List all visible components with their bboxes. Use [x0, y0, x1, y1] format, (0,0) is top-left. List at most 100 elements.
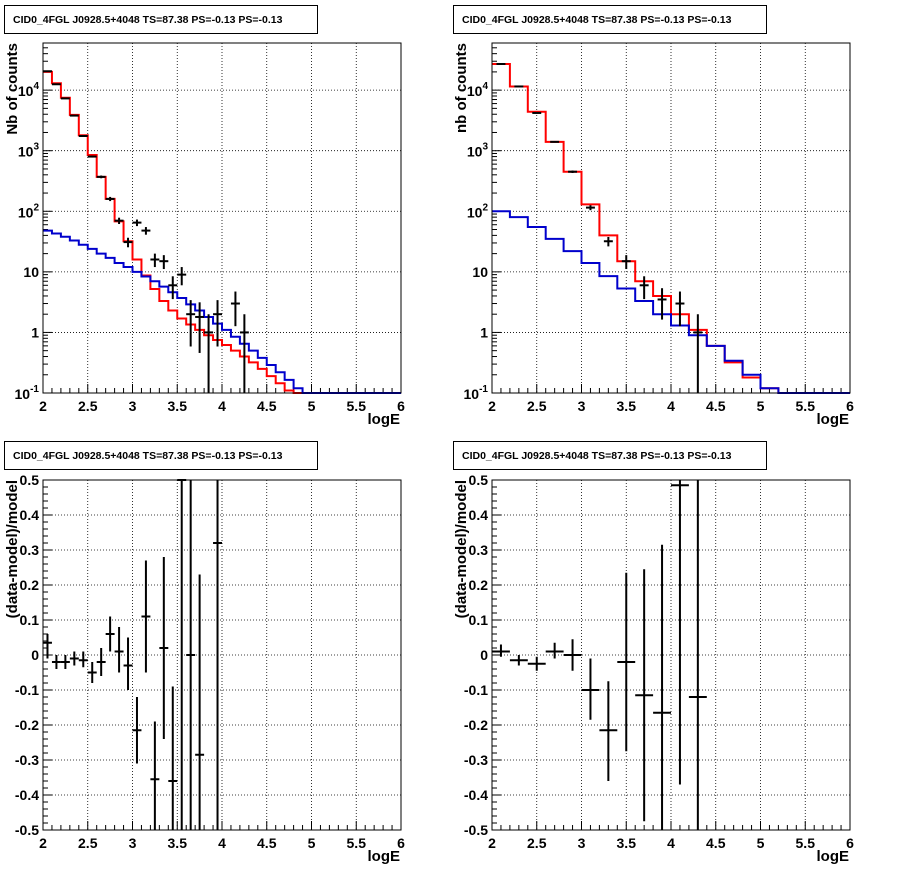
- data-point: [132, 697, 142, 764]
- y-tick-label-base: 10: [467, 204, 483, 220]
- data-point: [114, 627, 124, 673]
- data-point: [568, 170, 578, 173]
- data-point: [96, 175, 106, 179]
- plot-frame-bottom-right: [491, 479, 851, 831]
- x-tick-label: 2: [488, 398, 496, 414]
- data-point: [87, 662, 97, 683]
- x-tick-label: 5: [308, 398, 316, 414]
- data-point: [150, 253, 160, 268]
- x-tick-label: 2.5: [78, 835, 98, 851]
- y-axis-label-bottom-right: (data-model)/model: [453, 480, 470, 618]
- data-point: [186, 480, 196, 830]
- data-point: [69, 114, 79, 117]
- x-tick-label: 4.5: [706, 398, 726, 414]
- y-tick-label: 10-1: [15, 384, 40, 402]
- grid-bottom-right: [492, 480, 850, 830]
- data-point: [621, 255, 631, 270]
- y-tick-label: 10: [23, 264, 39, 280]
- x-tick-label: 4.5: [257, 398, 277, 414]
- grid-top-right: [492, 43, 850, 393]
- y-tick-label: -0.2: [15, 717, 39, 733]
- y-tick-label: 102: [18, 202, 40, 220]
- panel-top-left: 2 2.5 3 3.5 4 4.5 5 5.5 610-1110102103104logENb …: [4, 42, 405, 428]
- title-bottom-left-text: CID0_4FGL J0928.5+4048 TS=87.38 PS=-0.13…: [13, 449, 283, 462]
- y-axis-label-bottom-left: (data-model)/model: [4, 480, 21, 618]
- x-tick-label: 2: [488, 835, 496, 851]
- y-tick-label: -0.2: [464, 717, 488, 733]
- data-point: [159, 557, 169, 739]
- x-tick-label: 5: [757, 835, 765, 851]
- x-tick-label: 4.5: [257, 835, 277, 851]
- data-point: [639, 276, 649, 300]
- title-top-right-text: CID0_4FGL J0928.5+4048 TS=87.38 PS=-0.13…: [462, 13, 732, 26]
- x-axis-label-bottom-right: logE: [817, 848, 850, 865]
- y-tick-label: 10-1: [464, 384, 489, 402]
- data-point: [492, 644, 510, 657]
- panel-bottom-right: 2 2.5 3 3.5 4 4.5 5 5.5 6 -0.5 -0.4 -0.3 -0.2 -0.1 0 0.…: [453, 472, 854, 865]
- x-tick-label: 4: [667, 835, 675, 851]
- y-tick-label: 0.4: [469, 507, 489, 523]
- y-tick-label: 0.2: [469, 577, 489, 593]
- x-tick-label: 2: [39, 835, 47, 851]
- data-point: [671, 480, 689, 785]
- data-point: [635, 569, 654, 822]
- y-tick-label-exponent: 4: [482, 81, 488, 92]
- data-point: [550, 140, 560, 143]
- y-tick-label: 0: [31, 647, 39, 663]
- x-tick-label: 4: [218, 398, 226, 414]
- y-tick-label-exponent: -1: [479, 384, 488, 395]
- x-tick-label: 6: [397, 398, 405, 414]
- x-tick-label: 3.5: [617, 835, 637, 851]
- title-bottom-right: CID0_4FGL J0928.5+4048 TS=87.38 PS=-0.13…: [453, 441, 767, 470]
- data-point: [87, 155, 97, 158]
- data-point: [563, 639, 582, 671]
- data-point: [213, 480, 222, 830]
- y-tick-label: 103: [467, 142, 489, 160]
- title-top-left: CID0_4FGL J0928.5+4048 TS=87.38 PS=-0.13…: [4, 5, 318, 34]
- series-background_model-top-left: [43, 229, 401, 394]
- data-point: [60, 655, 70, 669]
- y-tick-label: 10: [472, 264, 488, 280]
- data-point: [60, 97, 70, 100]
- y-tick-label: 0.4: [20, 507, 40, 523]
- x-tick-label: 6: [397, 835, 405, 851]
- x-tick-label: 3: [578, 398, 586, 414]
- plot-frame-top-right: [491, 42, 851, 394]
- y-tick-label-exponent: 4: [33, 81, 39, 92]
- data-points-bottom-left: [43, 479, 222, 830]
- y-tick-label-base: 10: [467, 144, 483, 160]
- y-tick-label: 0: [480, 647, 488, 663]
- x-tick-label: 3: [129, 835, 137, 851]
- x-tick-label: 5.5: [796, 835, 816, 851]
- y-tick-label: 0.5: [469, 472, 489, 488]
- title-top-left-text: CID0_4FGL J0928.5+4048 TS=87.38 PS=-0.13…: [13, 13, 283, 26]
- x-tick-label: 4: [218, 835, 226, 851]
- x-tick-label: 3.5: [168, 398, 188, 414]
- data-point: [675, 291, 685, 327]
- x-tick-label: 5: [757, 398, 765, 414]
- x-tick-label: 5.5: [347, 835, 367, 851]
- y-tick-label-base: 10: [467, 83, 483, 99]
- ticks-top-right: [491, 42, 851, 394]
- y-tick-label: -0.3: [464, 752, 488, 768]
- data-point: [168, 276, 178, 300]
- data-point: [653, 544, 671, 830]
- data-point: [545, 642, 564, 659]
- data-point: [43, 634, 52, 659]
- data-point: [132, 219, 142, 227]
- x-axis-label-bottom-left: logE: [368, 848, 401, 865]
- plot-frame-bottom-left: [42, 479, 402, 831]
- data-point: [141, 227, 151, 235]
- x-tick-label: 5.5: [347, 398, 367, 414]
- plot-frame-top-left: [42, 42, 402, 394]
- y-tick-label-base: 10: [18, 83, 34, 99]
- data-points-top-right: [496, 63, 703, 393]
- y-tick-label: 104: [18, 81, 40, 99]
- data-point: [159, 255, 169, 270]
- y-tick-label: 102: [467, 202, 489, 220]
- data-point: [168, 686, 178, 830]
- data-point: [230, 291, 240, 327]
- ticks-bottom-left: [42, 479, 402, 831]
- data-point: [114, 217, 124, 225]
